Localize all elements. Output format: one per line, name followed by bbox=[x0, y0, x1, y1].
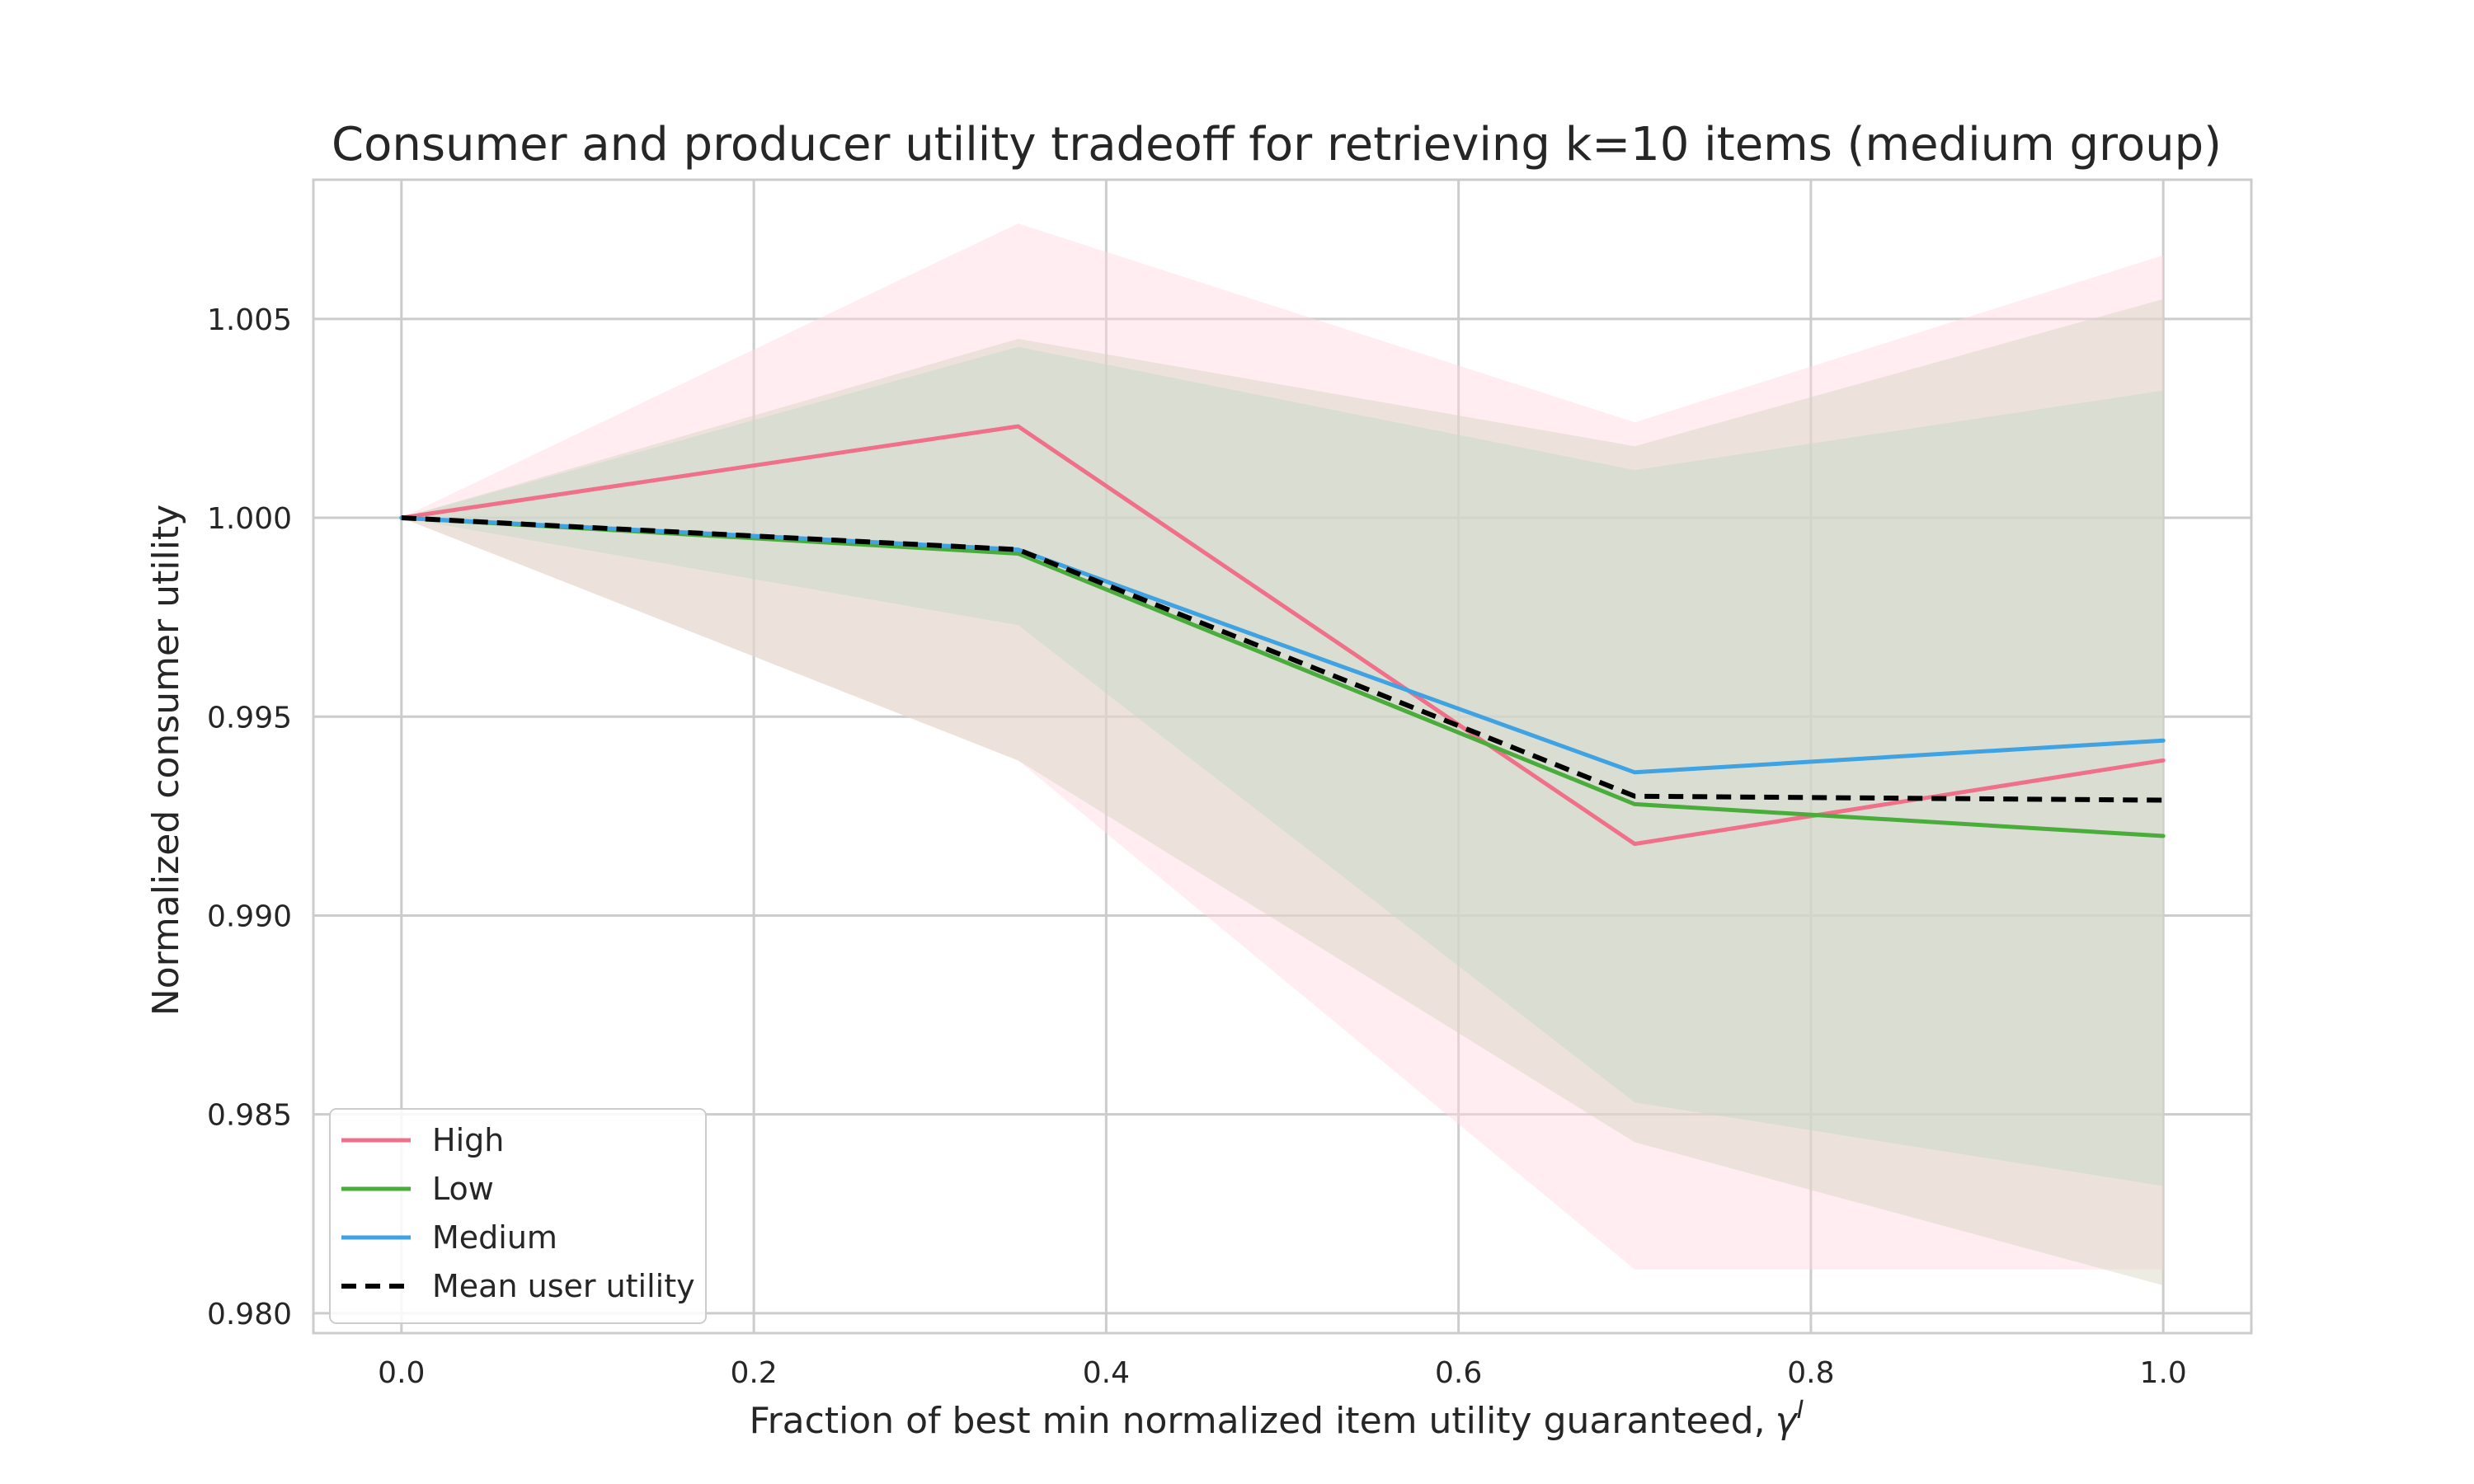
legend-item: Medium bbox=[341, 1219, 557, 1256]
band-low bbox=[401, 346, 2164, 1186]
y-axis-ticks: 0.980 0.985 0.990 0.995 1.000 1.005 bbox=[207, 303, 292, 1331]
legend-label: Low bbox=[432, 1171, 494, 1207]
band-high bbox=[401, 223, 2164, 1270]
legend-label: Mean user utility bbox=[432, 1268, 695, 1304]
x-axis-label: Fraction of best min normalized item uti… bbox=[749, 1396, 1804, 1442]
x-axis-label-symbol: γ bbox=[1776, 1400, 1799, 1442]
y-tick-label: 0.985 bbox=[207, 1099, 292, 1133]
y-tick-label: 0.990 bbox=[207, 899, 292, 933]
x-tick-label: 0.4 bbox=[1083, 1356, 1130, 1390]
x-tick-label: 0.2 bbox=[730, 1356, 777, 1390]
series-line-medium bbox=[399, 515, 2166, 775]
series-line-high bbox=[399, 424, 2166, 847]
legend-item: Low bbox=[341, 1171, 494, 1207]
plot-frame bbox=[312, 178, 2253, 1335]
x-axis-label-superscript: I bbox=[1797, 1396, 1804, 1425]
x-tick-label: 0.6 bbox=[1435, 1356, 1482, 1390]
x-tick-label: 0.8 bbox=[1787, 1356, 1834, 1390]
y-tick-label: 0.980 bbox=[207, 1298, 292, 1331]
x-axis-label-text: Fraction of best min normalized item uti… bbox=[749, 1400, 1765, 1442]
y-tick-label: 0.995 bbox=[207, 701, 292, 735]
y-axis-label: Normalized consumer utility bbox=[145, 505, 187, 1016]
band-medium bbox=[401, 298, 2164, 1286]
legend-label: High bbox=[432, 1122, 504, 1158]
x-tick-label: 0.0 bbox=[378, 1356, 425, 1390]
legend: High Low Medium Mean user utility bbox=[329, 1108, 707, 1324]
x-tick-label: 1.0 bbox=[2140, 1356, 2187, 1390]
legend-items: High Low Medium Mean user utility bbox=[341, 1122, 695, 1304]
y-tick-label: 1.000 bbox=[207, 502, 292, 536]
chart-title: Consumer and producer utility tradeoff f… bbox=[332, 118, 2222, 171]
y-tick-label: 1.005 bbox=[207, 303, 292, 337]
confidence-bands bbox=[401, 223, 2164, 1286]
legend-label: Medium bbox=[432, 1219, 557, 1256]
plot-area bbox=[312, 178, 2253, 1335]
x-axis-ticks: 0.0 0.2 0.4 0.6 0.8 1.0 bbox=[378, 1356, 2187, 1390]
legend-item: Mean user utility bbox=[341, 1268, 695, 1304]
series-lines bbox=[399, 424, 2166, 847]
legend-item: High bbox=[341, 1122, 504, 1158]
legend-box bbox=[329, 1108, 707, 1324]
